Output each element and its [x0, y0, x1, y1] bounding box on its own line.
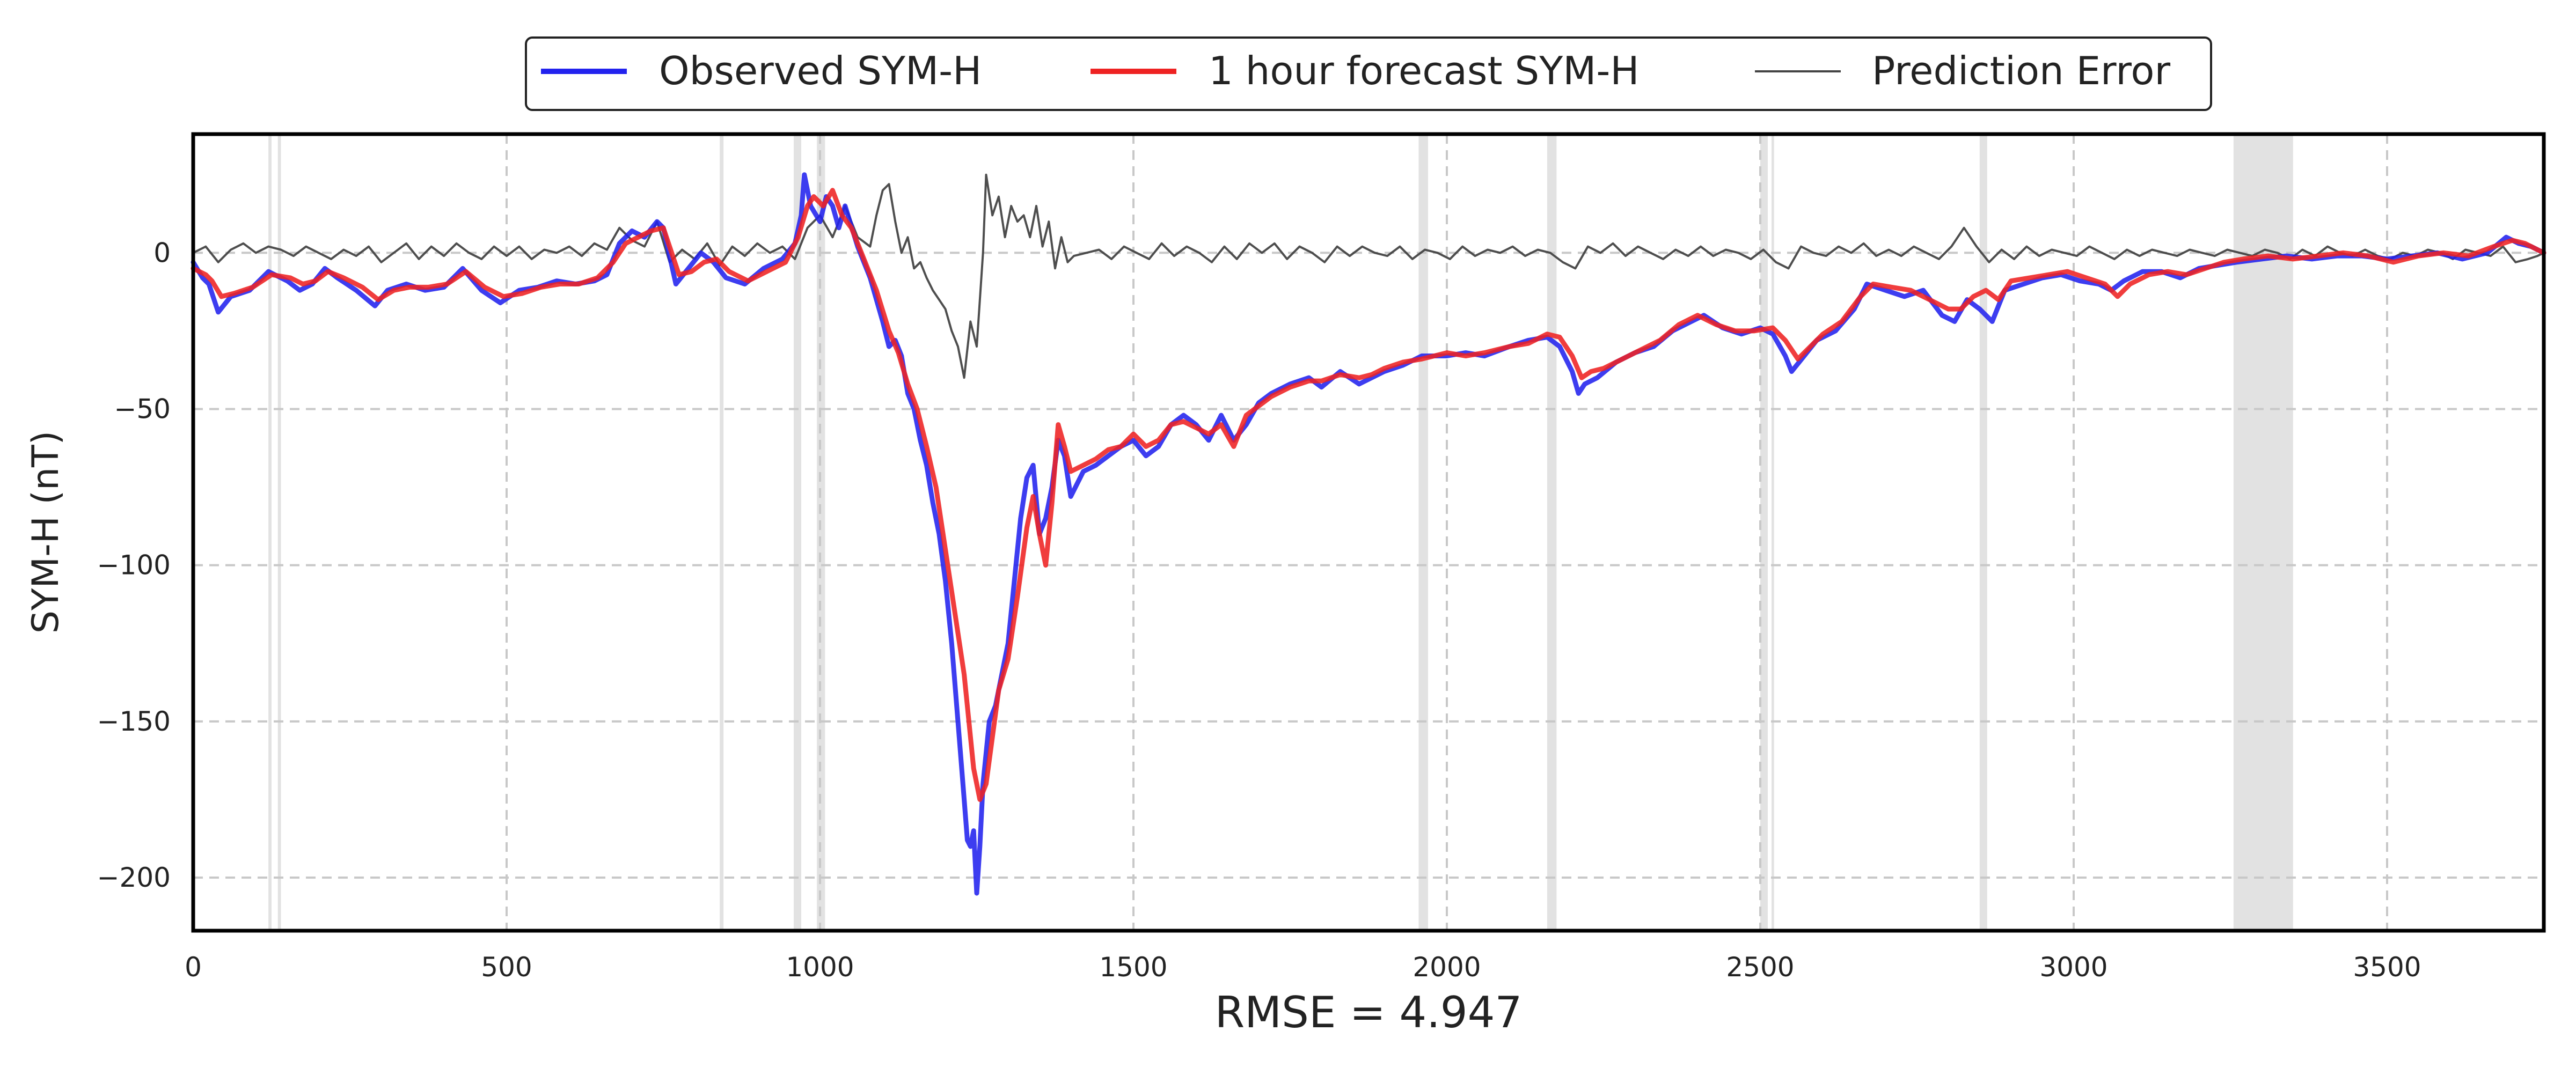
series-lines	[191, 172, 2546, 896]
shaded-regions	[268, 134, 2293, 931]
shaded-region	[817, 134, 825, 931]
y-tick-label: 0	[153, 237, 171, 268]
shaded-region	[1979, 134, 1987, 931]
series-line-observed-sym-h	[191, 172, 2546, 896]
grid-lines	[193, 134, 2544, 931]
x-tick-label: 3000	[2039, 952, 2107, 983]
y-tick-label: −200	[97, 862, 171, 893]
series-line-prediction-error	[192, 173, 2545, 379]
shaded-region	[720, 134, 724, 931]
x-axis-label: RMSE = 4.947	[1215, 988, 1523, 1037]
y-tick-label: −150	[97, 706, 171, 737]
y-axis-label: SYM-H (nT)	[25, 431, 67, 634]
y-tick-label: −100	[97, 550, 171, 581]
x-tick-label: 2500	[1726, 952, 1794, 983]
x-tick-label: 2000	[1413, 952, 1481, 983]
x-tick-label: 500	[481, 952, 532, 983]
shaded-region	[1418, 134, 1428, 931]
shaded-region	[2233, 134, 2293, 931]
shaded-region	[793, 134, 801, 931]
x-tick-label: 1500	[1099, 952, 1167, 983]
x-tick-label: 3500	[2353, 952, 2421, 983]
legend-box	[525, 36, 2212, 111]
shaded-region	[1772, 134, 1774, 931]
series-line-1-hour-forecast-sym-h	[191, 188, 2546, 802]
legend-label-error: Prediction Error	[1872, 48, 2170, 93]
x-tick-label: 0	[185, 952, 202, 983]
legend-label-forecast: 1 hour forecast SYM-H	[1209, 48, 1639, 93]
plot-frame	[191, 132, 2546, 933]
shaded-region	[277, 134, 281, 931]
legend-label-observed: Observed SYM-H	[659, 48, 982, 93]
shaded-region	[268, 134, 272, 931]
y-tick-label: −50	[114, 393, 171, 424]
legend: Observed SYM-H 1 hour forecast SYM-H Pre…	[525, 36, 2212, 111]
x-tick-label: 1000	[786, 952, 854, 983]
tick-labels: 0 500 1000 1500 2000 2500 3000 3500 0 −50 −100 −150…	[97, 237, 2421, 983]
